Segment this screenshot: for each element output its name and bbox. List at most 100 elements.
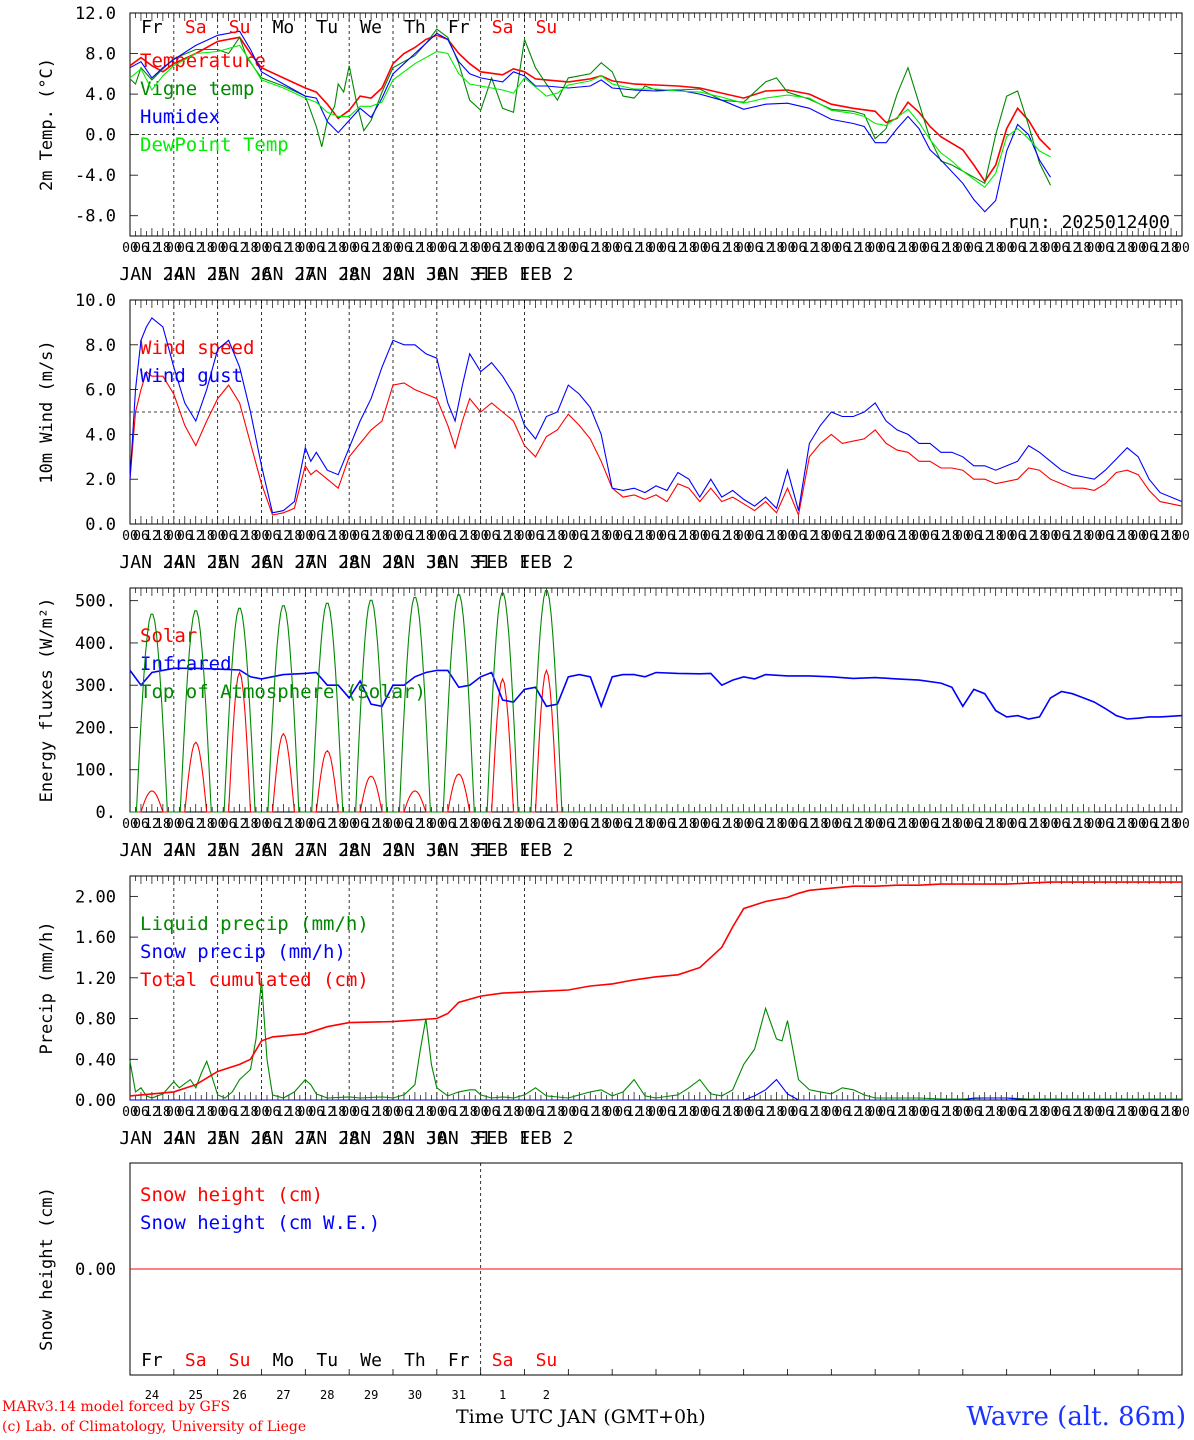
- hour-label: 18: [330, 241, 346, 256]
- hour-label: 18: [681, 241, 697, 256]
- day-label: Su: [536, 1350, 558, 1371]
- hour-label: 12: [758, 241, 774, 256]
- series-line-4-3: [129, 881, 1182, 1097]
- date-label: JAN 30: [382, 840, 447, 861]
- day-label: Th: [404, 17, 426, 38]
- series-line-1-4: [129, 44, 1051, 189]
- hour-label: 12: [714, 241, 730, 256]
- y-tick-label: 0.: [96, 803, 116, 823]
- hour-label: 18: [944, 241, 960, 256]
- day-label: Sa: [185, 17, 207, 38]
- hour-label: 18: [1032, 1105, 1048, 1120]
- date-label: JAN 27: [251, 552, 316, 573]
- hour-label: 18: [813, 529, 829, 544]
- date-label: JAN 26: [207, 840, 272, 861]
- hour-label: 06: [1054, 1105, 1070, 1120]
- hour-label: 18: [462, 529, 478, 544]
- hour-label: 06: [791, 817, 807, 832]
- hour-label: 18: [1076, 241, 1092, 256]
- hour-label: 00: [1087, 1105, 1103, 1120]
- hour-label: 06: [528, 1105, 544, 1120]
- hour-label: 12: [582, 817, 598, 832]
- hour-label: 18: [199, 1105, 215, 1120]
- hour-label: 00: [1087, 529, 1103, 544]
- hour-label: 00: [166, 1105, 182, 1120]
- hour-label: 00: [210, 529, 226, 544]
- hour-label: 06: [1097, 241, 1113, 256]
- legend-entry: Liquid precip (mm/h): [140, 913, 369, 935]
- hour-label: 06: [1097, 529, 1113, 544]
- date-label: JAN 31: [426, 552, 491, 573]
- hour-label: 18: [637, 817, 653, 832]
- hour-label: 00: [955, 529, 971, 544]
- date-number: 1: [499, 1388, 506, 1402]
- legend-entry: Solar: [140, 625, 197, 647]
- hour-label: 12: [319, 817, 335, 832]
- hour-label: 06: [1054, 817, 1070, 832]
- hour-label: 12: [977, 1105, 993, 1120]
- hour-label: 06: [396, 241, 412, 256]
- hour-label: 00: [911, 241, 927, 256]
- series-line-4-1: [129, 979, 1182, 1100]
- hour-label: 06: [791, 1105, 807, 1120]
- hour-label: 12: [407, 817, 423, 832]
- hour-label: 00: [210, 817, 226, 832]
- hour-label: 06: [265, 1105, 281, 1120]
- date-number: 26: [232, 1388, 246, 1402]
- hour-label: 00: [780, 241, 796, 256]
- hour-label: 12: [714, 529, 730, 544]
- hour-label: 06: [747, 817, 763, 832]
- date-label: JAN 27: [251, 1128, 316, 1149]
- hour-label: 12: [582, 529, 598, 544]
- hour-label: 12: [933, 529, 949, 544]
- date-label: JAN 27: [251, 264, 316, 285]
- series-line-1-2: [129, 28, 1051, 186]
- hour-label: 00: [955, 1105, 971, 1120]
- y-tick-label: 0.0: [85, 126, 116, 146]
- y-tick-label: -4.0: [75, 166, 116, 186]
- legend-entry: Wind gust: [140, 365, 243, 387]
- hour-label: 00: [1043, 241, 1059, 256]
- hour-label: 00: [999, 529, 1015, 544]
- hour-label: 06: [396, 817, 412, 832]
- date-label: FEB 1: [475, 264, 529, 285]
- hour-label: 00: [385, 241, 401, 256]
- hour-label: 12: [626, 529, 642, 544]
- hour-label: 06: [966, 817, 982, 832]
- hour-label: 12: [758, 1105, 774, 1120]
- date-label: JAN 29: [339, 264, 404, 285]
- date-number: 28: [320, 1388, 334, 1402]
- date-label: JAN 24: [119, 264, 184, 285]
- hour-label: 00: [955, 817, 971, 832]
- hour-label: 00: [122, 241, 138, 256]
- hour-label: 00: [429, 529, 445, 544]
- hour-label: 18: [374, 241, 390, 256]
- legend-entry: Infrared: [140, 653, 232, 675]
- hour-label: 12: [363, 1105, 379, 1120]
- hour-label: 00: [604, 1105, 620, 1120]
- hour-label: 12: [319, 529, 335, 544]
- hour-label: 00: [561, 1105, 577, 1120]
- y-tick-label: 500.: [75, 592, 116, 612]
- legend-entry: Snow height (cm W.E.): [140, 1212, 380, 1234]
- hour-label: 00: [867, 529, 883, 544]
- y-axis-label: Precip (mm/h): [37, 921, 57, 1054]
- date-number: 29: [364, 1388, 378, 1402]
- hour-label: 18: [769, 817, 785, 832]
- hour-label: 00: [517, 1105, 533, 1120]
- y-tick-label: 8.0: [85, 45, 116, 65]
- hour-label: 06: [265, 529, 281, 544]
- hour-label: 18: [287, 817, 303, 832]
- hour-label: 12: [1021, 241, 1037, 256]
- hour-label: 00: [648, 529, 664, 544]
- hour-label: 06: [484, 241, 500, 256]
- hour-label: 12: [1065, 817, 1081, 832]
- hour-label: 18: [1032, 529, 1048, 544]
- hour-label: 18: [1119, 817, 1135, 832]
- hour-label: 06: [747, 529, 763, 544]
- hour-label: 00: [604, 529, 620, 544]
- series-line-4-2: [130, 1078, 1182, 1101]
- hour-label: 06: [878, 241, 894, 256]
- hour-label: 18: [681, 817, 697, 832]
- hour-label: 00: [692, 241, 708, 256]
